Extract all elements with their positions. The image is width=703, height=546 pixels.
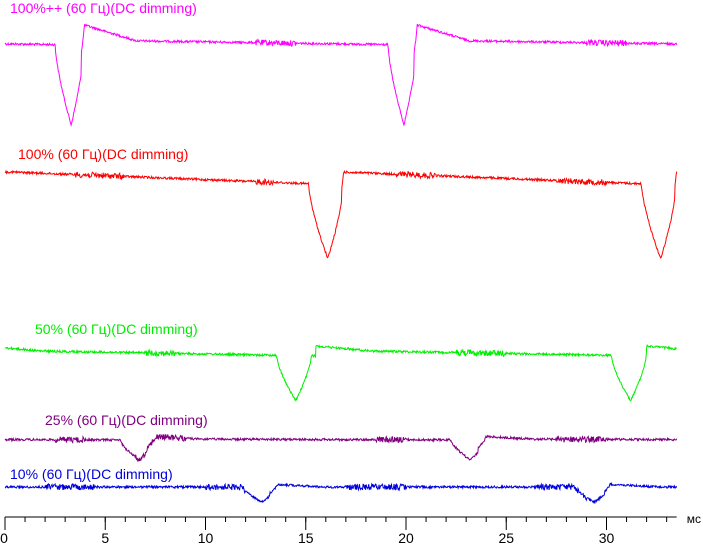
x-axis-tick-label: 25 — [498, 530, 514, 546]
x-axis-major-ticks — [4, 517, 607, 530]
series-label-1: 100%++ (60 Гц)(DC dimming) — [10, 0, 197, 16]
series-line-3 — [4, 344, 677, 403]
series-label-5: 10% (60 Гц)(DC dimming) — [10, 466, 173, 482]
series-label-3: 50% (60 Гц)(DC dimming) — [35, 321, 198, 337]
series-line-2 — [4, 169, 678, 259]
x-axis-tick-label: 30 — [599, 530, 615, 546]
series-label-4: 25% (60 Гц)(DC dimming) — [45, 412, 208, 428]
x-axis-tick-label: 10 — [198, 530, 214, 546]
x-axis-tick-labels: 0 5 10 15 20 25 30 — [0, 530, 614, 546]
series-labels: 100%++ (60 Гц)(DC dimming) 100% (60 Гц)(D… — [10, 0, 208, 482]
series-traces — [4, 23, 678, 505]
x-axis-tick-label: 15 — [298, 530, 314, 546]
x-axis-tick-label: 5 — [101, 530, 109, 546]
x-axis-tick-label: 0 — [0, 530, 8, 546]
series-line-1 — [4, 23, 678, 128]
x-axis-unit-label: мс — [687, 512, 701, 526]
x-axis-tick-label: 20 — [398, 530, 414, 546]
series-line-5 — [4, 481, 678, 505]
series-line-4 — [4, 433, 678, 462]
x-axis-minor-ticks — [4, 517, 668, 522]
x-axis: 0 5 10 15 20 25 30 мс — [0, 512, 701, 546]
series-label-2: 100% (60 Гц)(DC dimming) — [18, 146, 188, 162]
